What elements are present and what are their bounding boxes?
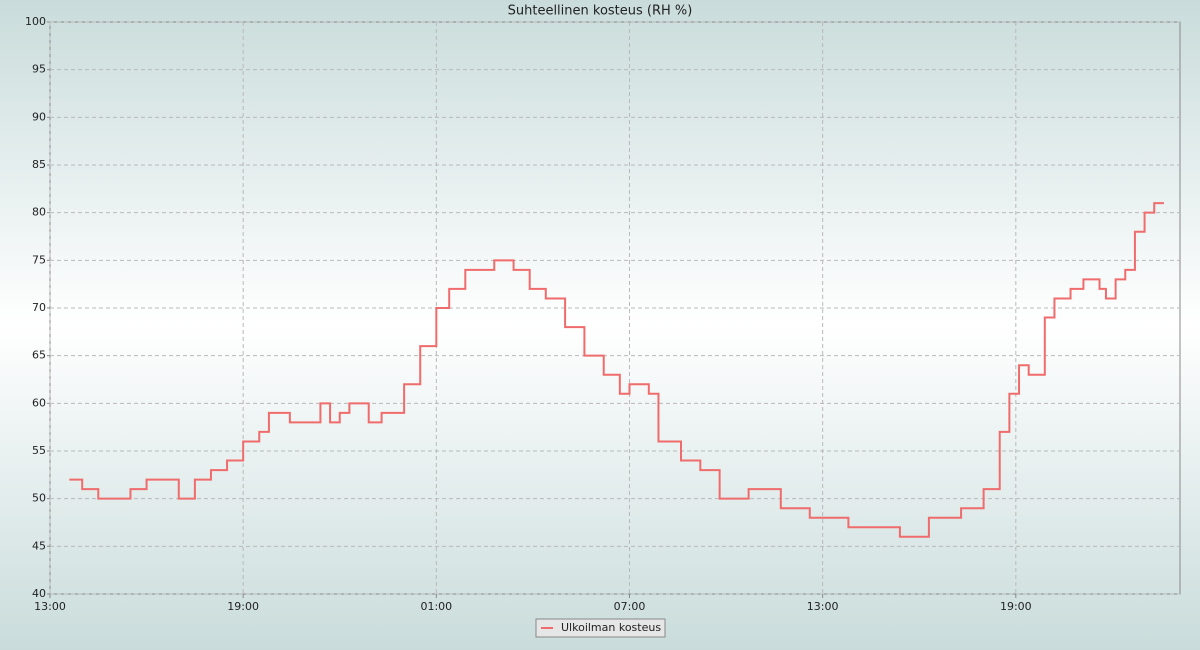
y-tick-label: 85 bbox=[32, 158, 46, 171]
y-tick-label: 45 bbox=[32, 539, 46, 552]
x-tick-label: 13:00 bbox=[807, 600, 839, 613]
legend-label: Ulkoilman kosteus bbox=[561, 621, 661, 634]
data-line bbox=[69, 202, 1164, 538]
y-tick-label: 100 bbox=[25, 15, 46, 28]
y-tick-label: 65 bbox=[32, 349, 46, 362]
y-tick-label: 55 bbox=[32, 444, 46, 457]
chart-title: Suhteellinen kosteus (RH %) bbox=[508, 4, 693, 19]
x-tick-label: 13:00 bbox=[34, 600, 66, 613]
y-tick-label: 50 bbox=[32, 492, 46, 505]
y-tick-label: 75 bbox=[32, 253, 46, 266]
x-tick-label: 01:00 bbox=[420, 600, 452, 613]
y-tick-label: 95 bbox=[32, 63, 46, 76]
x-tick-label: 19:00 bbox=[1000, 600, 1032, 613]
y-tick-label: 60 bbox=[32, 396, 46, 409]
y-tick-label: 90 bbox=[32, 110, 46, 123]
y-tick-label: 70 bbox=[32, 301, 46, 314]
y-tick-label: 40 bbox=[32, 587, 46, 600]
y-tick-label: 80 bbox=[32, 206, 46, 219]
x-tick-label: 19:00 bbox=[227, 600, 259, 613]
legend: Ulkoilman kosteus bbox=[535, 618, 666, 638]
x-tick-label: 07:00 bbox=[614, 600, 646, 613]
legend-box bbox=[535, 618, 666, 638]
